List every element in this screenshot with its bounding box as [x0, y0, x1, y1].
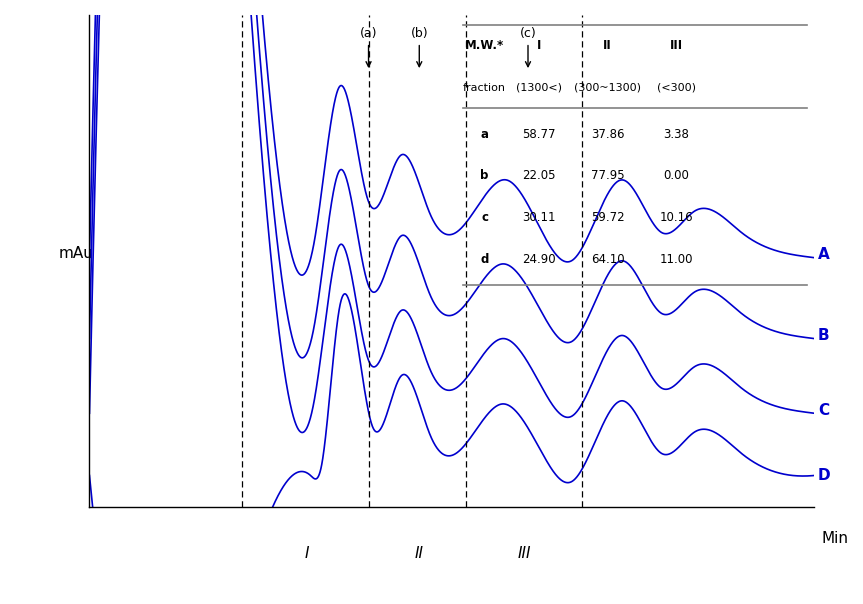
- Text: 77.95: 77.95: [591, 170, 625, 182]
- Text: 0.00: 0.00: [664, 170, 690, 182]
- Text: A: A: [818, 247, 829, 262]
- Text: 37.86: 37.86: [591, 127, 625, 141]
- Text: fraction: fraction: [463, 83, 506, 92]
- Text: II: II: [603, 39, 612, 52]
- Text: d: d: [481, 253, 488, 266]
- Text: (c): (c): [520, 27, 537, 66]
- Text: M.W.*: M.W.*: [465, 39, 504, 52]
- Text: 24.90: 24.90: [522, 253, 556, 266]
- Text: (300~1300): (300~1300): [574, 83, 641, 92]
- Text: III: III: [518, 546, 531, 561]
- Text: II: II: [415, 546, 424, 561]
- Text: D: D: [818, 468, 830, 483]
- Y-axis label: mAu: mAu: [58, 246, 93, 261]
- Text: a: a: [481, 127, 488, 141]
- Text: 10.16: 10.16: [660, 211, 693, 224]
- Text: B: B: [818, 328, 829, 343]
- Text: 11.00: 11.00: [660, 253, 693, 266]
- Text: 64.10: 64.10: [591, 253, 625, 266]
- Text: I: I: [305, 546, 309, 561]
- Text: (a): (a): [360, 27, 377, 66]
- Text: (<300): (<300): [657, 83, 696, 92]
- Text: (1300<): (1300<): [516, 83, 562, 92]
- Text: 3.38: 3.38: [664, 127, 690, 141]
- Text: c: c: [481, 211, 488, 224]
- Text: 59.72: 59.72: [591, 211, 625, 224]
- Text: III: III: [670, 39, 683, 52]
- Text: Min: Min: [822, 531, 848, 546]
- Text: b: b: [481, 170, 488, 182]
- Text: (b): (b): [411, 27, 428, 66]
- Text: C: C: [818, 403, 829, 417]
- Text: I: I: [537, 39, 541, 52]
- Text: 22.05: 22.05: [522, 170, 556, 182]
- Text: 58.77: 58.77: [522, 127, 556, 141]
- Text: 30.11: 30.11: [522, 211, 556, 224]
